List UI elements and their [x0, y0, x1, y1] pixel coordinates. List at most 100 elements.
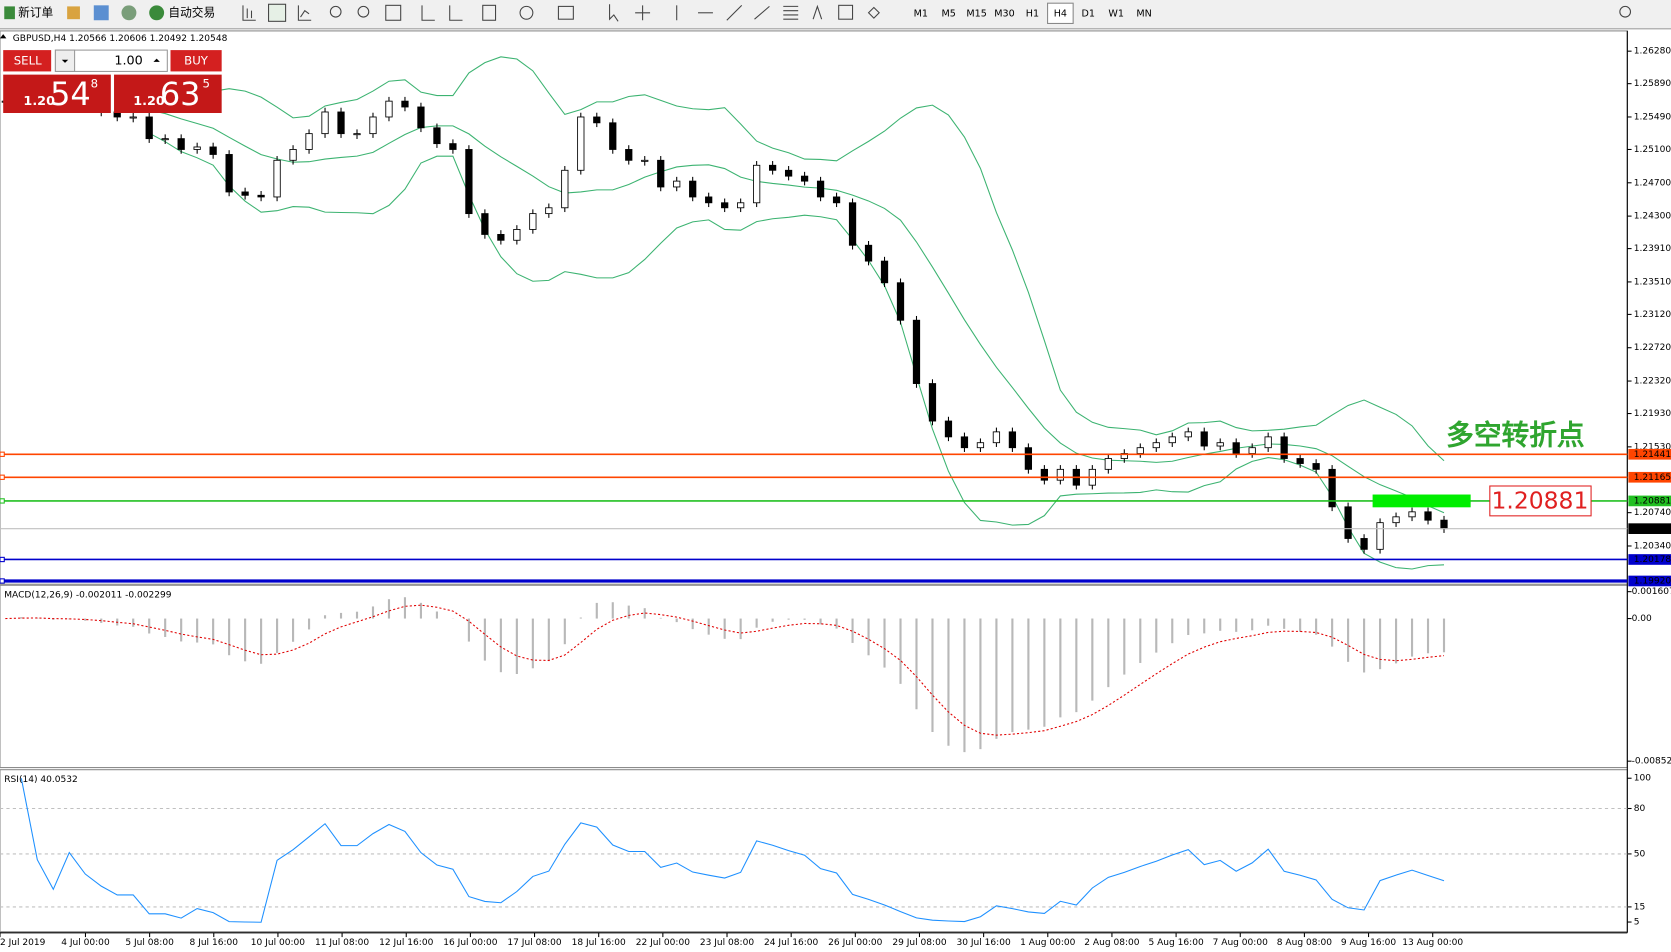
level-price-box — [1628, 471, 1671, 483]
timeframe-button[interactable]: D1 — [1082, 8, 1095, 19]
level-callout: 1.20881 — [1491, 486, 1588, 514]
shift-icon[interactable] — [449, 5, 463, 21]
candle — [1408, 511, 1416, 518]
bollinger-band — [149, 109, 1445, 514]
rsi-pane — [0, 769, 1628, 933]
candle — [721, 202, 729, 209]
time-label: 30 Jul 16:00 — [957, 938, 1011, 948]
time-label: 5 Jul 08:00 — [125, 938, 174, 948]
search-icon[interactable] — [1619, 5, 1632, 18]
timeframe-button[interactable]: MN — [1136, 8, 1151, 19]
candle — [1296, 458, 1304, 464]
candle — [1392, 516, 1400, 524]
timeframe-button[interactable]: M5 — [941, 8, 955, 19]
time-label: 18 Jul 16:00 — [572, 938, 626, 948]
template-icon[interactable] — [557, 5, 574, 20]
period-icon[interactable] — [519, 5, 534, 20]
candle-icon[interactable] — [268, 3, 287, 22]
candle — [1024, 447, 1033, 470]
chart-header: GBPUSD,H4 1.20566 1.20606 1.20492 1.2054… — [13, 34, 228, 44]
candle — [960, 436, 969, 449]
line-icon[interactable] — [297, 5, 312, 21]
candle — [481, 213, 489, 235]
price-pane — [0, 30, 1628, 585]
channel-icon[interactable] — [754, 5, 770, 20]
sell-button[interactable] — [3, 50, 52, 72]
price-tick-label: 1.26280 — [1634, 47, 1671, 57]
candle — [1200, 431, 1208, 447]
level-handle — [0, 498, 5, 504]
toolbar-icon[interactable] — [93, 5, 109, 21]
crosshair-icon[interactable] — [635, 5, 651, 21]
new-order-button[interactable]: 新订单 — [18, 5, 53, 19]
level-price-box — [1628, 554, 1671, 565]
buy-price-box[interactable] — [114, 74, 222, 114]
cursor-icon[interactable] — [609, 4, 619, 22]
candle — [593, 116, 601, 124]
auto-trading-button[interactable]: 自动交易 — [168, 5, 215, 19]
sell-label[interactable]: SELL — [14, 53, 42, 67]
candle — [784, 169, 793, 177]
trendline-icon[interactable] — [726, 4, 743, 21]
candle — [353, 133, 361, 136]
candle — [1040, 468, 1048, 481]
candle — [800, 175, 809, 182]
lot-up-arrow[interactable] — [153, 58, 160, 62]
buy-button[interactable] — [170, 50, 222, 72]
time-label: 23 Jul 08:00 — [700, 938, 754, 948]
time-label: 8 Jul 16:00 — [190, 938, 239, 948]
time-label: 13 Aug 00:00 — [1402, 938, 1463, 948]
level-price-label: 1.21165 — [1634, 473, 1671, 483]
zoom-in-icon[interactable] — [329, 5, 342, 18]
buy-price-prefix: 1.20 — [133, 94, 165, 109]
candle — [449, 143, 457, 150]
label-icon[interactable] — [838, 4, 854, 20]
auto-trading-icon[interactable] — [149, 5, 165, 21]
lot-value[interactable]: 1.00 — [114, 53, 142, 68]
candle — [577, 116, 585, 171]
collapse-arrow — [0, 34, 7, 39]
bar-chart-icon[interactable] — [242, 5, 256, 21]
new-order-icon[interactable] — [4, 6, 15, 20]
level-handle — [0, 556, 5, 563]
level-handle — [0, 578, 5, 584]
zoom-out-icon[interactable] — [357, 5, 370, 18]
buy-price-small: 5 — [202, 77, 209, 91]
timeframe-button[interactable]: W1 — [1108, 8, 1124, 19]
candle — [497, 234, 505, 241]
candle — [241, 191, 249, 196]
time-label: 22 Jul 00:00 — [636, 938, 690, 948]
candle — [1248, 447, 1256, 454]
macd-tick-label: 0.001607 — [1632, 587, 1671, 597]
text-icon[interactable] — [812, 4, 823, 20]
timeframe-button[interactable]: M30 — [994, 8, 1014, 19]
toolbar-icons — [242, 3, 1632, 22]
scroll-icon[interactable] — [421, 5, 435, 21]
timeframe-button[interactable]: M1 — [914, 8, 928, 19]
indicator-icon[interactable] — [482, 4, 497, 21]
bollinger-band — [148, 132, 1445, 570]
fibo-icon[interactable] — [783, 5, 799, 20]
candle — [1216, 442, 1224, 447]
candle — [289, 149, 297, 161]
macd-tick-label: 0.00 — [1632, 614, 1652, 624]
timeframe-button[interactable]: H1 — [1026, 8, 1039, 19]
timeframe-button[interactable]: H4 — [1054, 8, 1067, 19]
toolbar-icon[interactable] — [67, 6, 80, 20]
candle — [401, 100, 409, 108]
arrows-icon[interactable] — [867, 6, 880, 19]
current-price-box — [1628, 523, 1671, 534]
toolbar-icon[interactable] — [121, 5, 137, 21]
candle — [321, 111, 329, 135]
time-label: 7 Aug 00:00 — [1213, 938, 1268, 948]
timeframe-button[interactable]: M15 — [966, 8, 986, 19]
tile-icon[interactable] — [385, 4, 402, 21]
sell-price-box[interactable] — [3, 74, 111, 114]
rsi-tick-label: 80 — [1634, 804, 1646, 814]
toolbar — [0, 0, 1671, 29]
price-tick-label: 1.25890 — [1634, 79, 1671, 89]
price-tick-label: 1.24700 — [1634, 178, 1671, 188]
buy-label[interactable]: BUY — [184, 53, 209, 67]
candle — [1344, 506, 1352, 539]
level-price-label: 1.20881 — [1634, 496, 1671, 506]
